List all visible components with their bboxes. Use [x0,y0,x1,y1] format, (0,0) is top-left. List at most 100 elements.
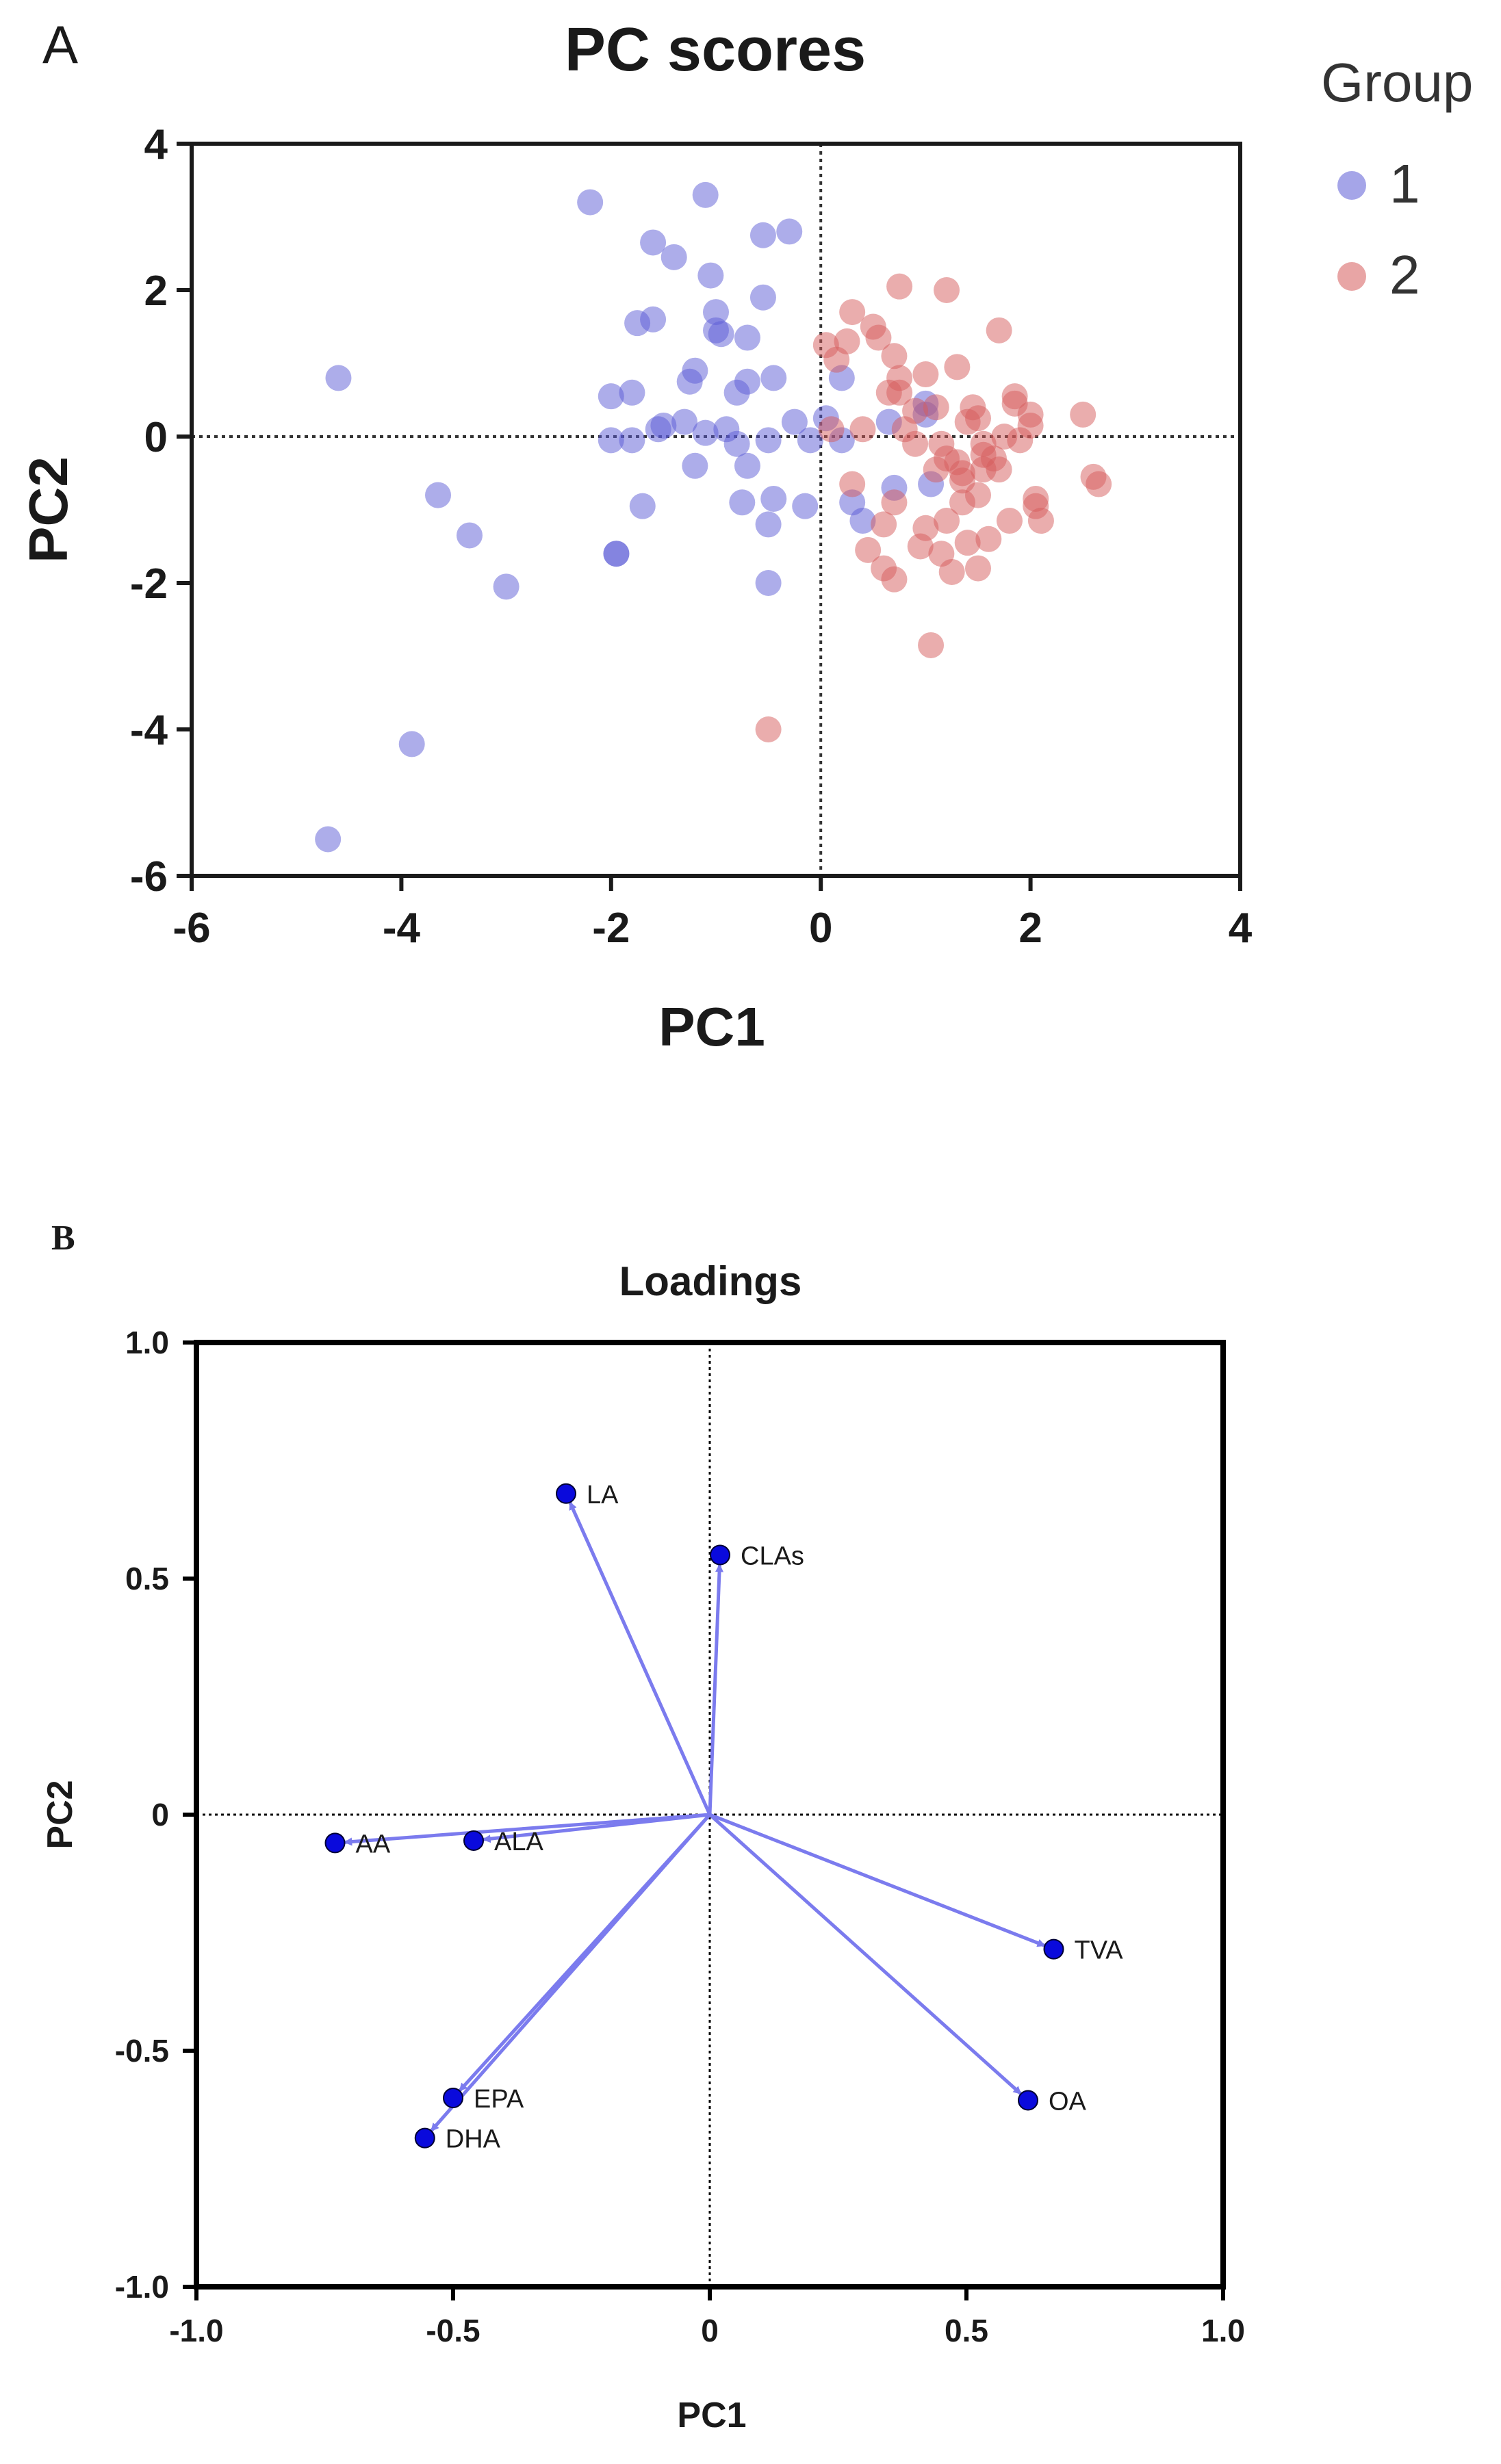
group-1-point [598,427,624,454]
loadings-y-tick-label: -0.5 [115,2033,169,2069]
loading-point-aa [324,1832,346,1854]
pc-scores-legend: Group 1 2 [1321,52,1473,305]
pc-scores-y-tick-label: 2 [144,268,168,315]
loading-label-epa: EPA [474,2085,524,2114]
legend-group-2-marker [1337,262,1366,291]
panel-a-label: A [42,14,78,75]
loadings-y-tick-label: 0.5 [125,1561,169,1596]
pc-scores-title: PC scores [565,16,866,84]
legend-group-2-label: 2 [1389,244,1420,305]
pc-scores-x-axis-label: PC1 [658,996,765,1057]
pc-scores-y-tick-label: 4 [144,121,168,168]
pc-scores-x-tick-label: 2 [1018,905,1042,952]
group-2-point [918,632,945,658]
group-2-point [975,526,1002,552]
pc-scores-y-tick-label: -6 [130,853,168,900]
group-1-point [755,511,782,538]
group-2-point [881,343,908,369]
pc-scores-x-tick-label: -6 [172,905,210,952]
group-2-point [839,299,866,326]
pc-scores-y-axis-label: PC2 [18,456,79,563]
loading-point-la [556,1483,576,1504]
loading-point-dha [414,2127,435,2149]
group-2-point [1070,401,1096,428]
pc-scores-y-tick-label: -2 [130,560,168,608]
loadings-title: Loadings [619,1258,802,1304]
group-1-point [629,493,656,519]
group-2-point [996,508,1023,534]
group-2-point [934,277,960,303]
loading-label-aa: AA [356,1830,391,1858]
group-2-point [986,317,1012,343]
group-2-point [923,394,949,421]
pc-scores-panel: A PC scores -6 -4 -2 0 2 4 4 2 0 -2 -4 -6 PC1 PC2 G… [18,14,1473,1057]
group-1-point [619,427,645,454]
loading-arrow-ala [482,1813,710,1843]
loadings-x-tick-label: -1.0 [169,2313,223,2348]
loadings-y-tick-label: -1.0 [115,2269,169,2305]
group-1-point [849,508,876,534]
group-1-point [577,189,604,216]
group-1-point [776,218,803,245]
group-1-point [749,284,776,311]
group-1-point [598,383,624,410]
group-1-point [734,452,760,479]
group-1-point [398,731,425,757]
group-2-point [1086,471,1112,497]
group-1-point [456,522,483,549]
group-1-point [749,222,776,248]
loadings-x-axis-label: PC1 [677,2396,746,2435]
pc-scores-x-tick-label: 0 [809,905,832,952]
loading-label-ala: ALA [494,1828,543,1856]
group-1-point [660,244,687,270]
group-2-point [954,530,981,556]
loading-point-oa [1018,2090,1038,2111]
group-1-point [692,419,719,446]
group-2-point [818,416,845,443]
group-2-point [1027,508,1054,534]
pc-scores-x-tick-label: -2 [592,905,630,952]
loading-point-tva [1043,1938,1064,1960]
group-1-point [781,408,808,435]
group-2-point [934,508,960,534]
legend-group-1-label: 1 [1389,153,1420,214]
group-1-point [682,357,708,384]
group-1-point [640,229,667,256]
group-1-point [640,306,667,333]
pc-scores-x-tick-label: -4 [383,905,421,952]
group-2-point [965,555,991,582]
group-1-point [325,365,352,391]
loading-arrow-aa [344,1813,710,1846]
group-1-point [603,541,630,567]
group-2-point [902,398,929,424]
group-2-point [865,324,892,351]
group-1-point [760,485,787,512]
group-2-point [944,354,971,380]
group-2-point [965,482,991,508]
group-1-point [797,427,823,454]
group-1-point [650,412,677,439]
group-1-point [671,408,698,435]
group-1-point [703,299,729,326]
group-1-point [708,321,734,348]
group-2-point [855,536,882,563]
loadings-x-tick-label: 0.5 [945,2313,988,2348]
group-1-point [493,573,519,600]
group-2-point [839,471,866,497]
legend-group-1-marker [1337,171,1366,200]
loadings-y-tick-label: 1.0 [125,1325,169,1360]
loading-point-epa [443,2088,463,2108]
group-2-point [886,379,913,406]
group-1-point [755,427,782,454]
group-2-point [886,273,913,300]
pc-scores-plot-frame [190,142,1242,878]
legend-title: Group [1321,52,1473,113]
pc-scores-y-tick-label: 0 [144,414,168,461]
group-2-point [849,416,876,443]
group-1-point [723,430,750,457]
loading-point-clas [710,1544,730,1566]
group-1-point [734,324,760,351]
group-2-point [965,405,991,432]
group-2-point [970,456,997,483]
